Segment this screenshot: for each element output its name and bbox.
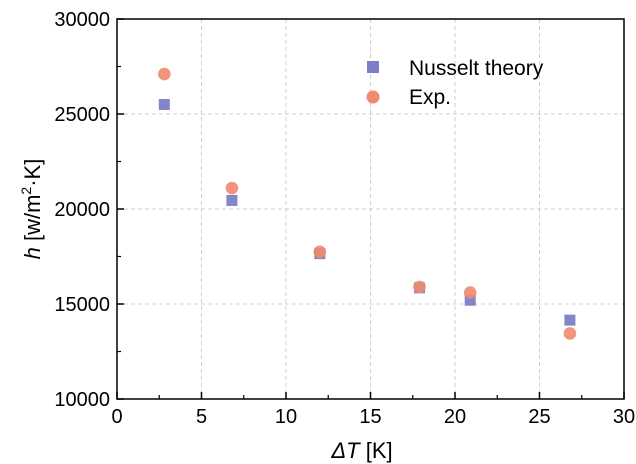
nusselt-theory-point (464, 294, 476, 306)
x-tick-label: 10 (275, 406, 297, 428)
y-tick-label: 15000 (54, 294, 110, 316)
exp-point (158, 67, 171, 81)
x-tick-label: 25 (528, 406, 550, 428)
data-points (158, 67, 577, 340)
plot-frame (116, 18, 625, 400)
x-tick-label: 5 (196, 406, 207, 428)
nusselt-theory-point (158, 99, 170, 110)
y-axis-label: h [w/m2·K] (18, 159, 45, 260)
y-tick-label: 20000 (54, 199, 110, 221)
y-axis-unit-prefix: [w/m (20, 195, 45, 248)
legend-marker-exp (366, 90, 380, 104)
y-axis-unit-sup: 2 (18, 187, 34, 195)
axis-ticks: 0 5 10 15 20 25 30 10000 15000 20000 25000 30000 (54, 9, 635, 428)
y-axis-unit-suffix: ·K] (20, 159, 45, 187)
legend-marker-nusselt-theory (367, 61, 379, 73)
exp-point (313, 245, 327, 259)
legend: Nusselt theory Exp. (366, 57, 544, 109)
x-tick-label: 30 (613, 406, 635, 428)
x-axis-unit: [K] (360, 438, 393, 463)
exp-point (413, 280, 426, 294)
nusselt-theory-point (564, 314, 576, 326)
y-tick-label: 30000 (54, 9, 110, 31)
y-tick-label: 25000 (54, 104, 110, 126)
nusselt-theory-point (226, 194, 238, 206)
x-tick-label: 15 (359, 406, 381, 428)
x-tick-label: 20 (444, 406, 466, 428)
x-tick-label: 0 (111, 406, 122, 428)
exp-point (563, 327, 577, 340)
x-axis-label: ΔT [K] (330, 438, 392, 463)
y-axis-symbol: h (20, 247, 45, 259)
x-axis-symbol: ΔT (330, 438, 361, 463)
y-tick-label: 10000 (54, 389, 110, 411)
legend-label-exp: Exp. (409, 86, 451, 109)
exp-point (463, 286, 477, 299)
exp-point (225, 181, 239, 195)
legend-label-nusselt-theory: Nusselt theory (409, 57, 544, 80)
grid-lines (117, 19, 624, 399)
